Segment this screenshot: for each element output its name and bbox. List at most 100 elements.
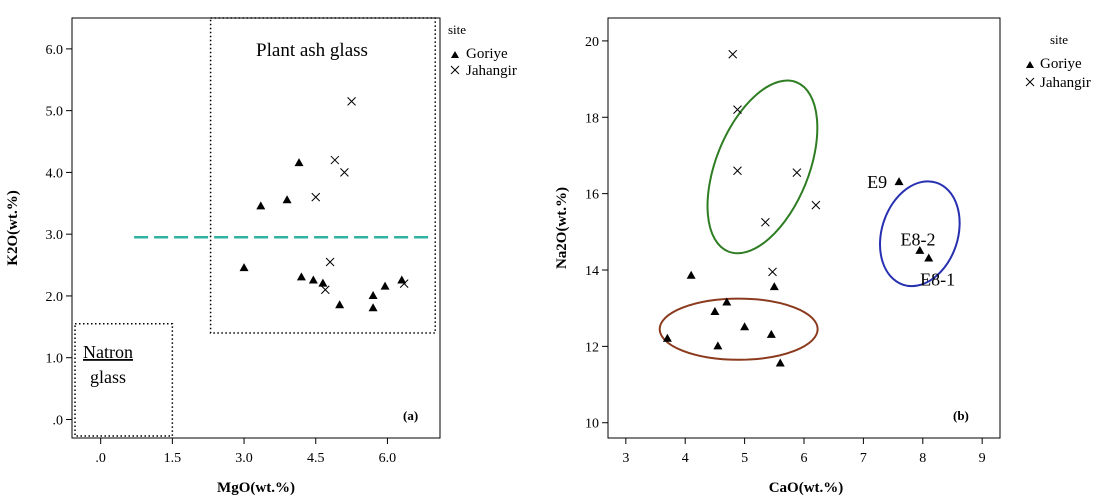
point-b-0-8 [775,358,785,367]
point-a-0-0 [239,263,249,272]
x-tick-label-b-2: 5 [741,451,748,466]
y-tick-label-a-5: 5.0 [46,105,64,120]
legend-entry-jahangir-a: Jahangir [466,63,517,79]
y-tick-label-b-4: 18 [585,111,599,126]
x-tick-label-b-6: 9 [979,451,986,466]
point-b-1-1 [733,105,742,114]
x-tick-label-a-1: 1.5 [164,451,182,466]
legend-entry-jahangir-b: Jahangir [1040,75,1091,91]
y-tick-label-a-4: 4.0 [46,166,64,181]
point-a-0-11 [397,275,407,284]
point-b-1-3 [761,217,770,227]
point-b-0-6 [766,329,776,338]
y-tick-label-a-2: 2.0 [46,290,64,305]
point-b-0-0 [662,333,672,342]
group-ellipse-b-1 [658,297,819,361]
legend-a: site Goriye Jahangir [448,22,517,79]
panel-label-b: (b) [953,408,969,423]
plot-frame-a [71,17,441,439]
legend-marker-goriye-a [451,51,459,58]
point-b-0-3 [713,341,723,350]
point-a-0-3 [294,158,304,167]
y-tick-label-b-3: 16 [585,188,599,203]
point-a-1-0 [311,192,321,202]
point-a-1-4 [340,168,349,177]
legend-title-b: site [1050,32,1068,47]
point-b-0-7 [769,282,779,291]
y-tick-label-a-6: 6.0 [46,43,64,58]
point-b-0-10 [915,245,925,254]
y-tick-label-b-2: 14 [585,264,599,279]
point-a-0-6 [318,278,328,287]
y-tick-label-a-3: 3.0 [46,228,64,243]
x-tick-label-a-4: 6.0 [379,451,397,466]
region-label-natron-line2: glass [90,367,126,387]
y-axis-ticks-b: 10 12 14 16 18 20 [585,35,608,432]
x-tick-label-a-2: 3.0 [235,451,253,466]
point-labels-b: E9 E8-2 E8-1 [867,172,955,289]
chart-panel-a: .0 1.5 3.0 4.5 6.0 .0 1.0 2.0 3.0 4.0 5.0 6.0 Plan… [5,17,517,496]
point-a-1-6 [399,279,409,288]
regions-a [74,17,436,437]
point-a-0-8 [368,290,378,299]
x-tick-label-a-0: .0 [95,451,106,466]
point-a-0-7 [335,300,345,309]
y-axis-label-a: K2O(wt.%) [5,190,21,265]
point-b-1-5 [792,168,802,177]
x-axis-ticks-b: 3 4 5 6 7 8 9 [622,438,986,466]
group-ellipse-b-2 [879,180,961,288]
x-tick-label-b-3: 6 [801,451,808,466]
point-b-1-6 [811,200,821,210]
point-label-b-0: E9 [867,172,887,192]
group-ellipses-b [658,79,961,361]
group-ellipse-b-0 [706,79,819,255]
point-a-1-1 [325,257,335,267]
point-b-1-2 [733,166,742,176]
y-tick-label-a-1: 1.0 [46,352,64,367]
x-tick-label-a-3: 4.5 [307,451,325,466]
point-a-0-10 [380,281,390,290]
point-b-0-11 [924,253,934,262]
point-label-b-2: E8-1 [920,270,955,290]
x-tick-label-b-0: 3 [622,451,629,466]
x-tick-label-b-1: 4 [682,451,689,466]
plot-frame-b [607,17,1001,439]
point-a-1-5 [347,97,356,106]
y-axis-label-b: Na2O(wt.%) [554,187,570,269]
point-label-b-1: E8-2 [901,229,936,249]
data-points-a [239,97,409,312]
point-a-1-2 [320,285,330,295]
region-label-natron-line1: Natron [83,342,133,362]
x-axis-label-a: MgO(wt.%) [217,480,295,496]
point-b-0-9 [894,177,904,186]
point-a-0-4 [296,272,306,281]
y-tick-label-a-0: .0 [53,413,64,428]
point-b-0-1 [686,270,696,279]
legend-b: site Goriye Jahangir [1025,32,1091,91]
point-a-0-5 [308,275,318,284]
legend-marker-jahangir-a [450,65,460,75]
point-b-0-4 [722,297,732,306]
chart-panel-b: 3 4 5 6 7 8 9 10 12 14 16 18 20 E9 E8-2 E8-1 (b) CaO(… [554,17,1091,496]
point-b-1-0 [728,49,738,59]
point-a-0-1 [256,201,266,210]
y-axis-ticks-a: .0 1.0 2.0 3.0 4.0 5.0 6.0 [46,43,72,428]
data-points-b [662,49,934,367]
panel-label-a: (a) [403,408,418,423]
region-label-plant-ash: Plant ash glass [256,40,368,61]
legend-marker-goriye-b [1026,61,1034,68]
legend-marker-jahangir-b [1025,77,1035,87]
region-box-a-1 [74,322,174,437]
point-b-0-5 [740,322,750,331]
x-axis-ticks-a: .0 1.5 3.0 4.5 6.0 [95,438,396,466]
point-a-0-2 [282,195,292,204]
y-tick-label-b-5: 20 [585,35,599,50]
region-box-a-0 [209,17,436,334]
x-axis-label-b: CaO(wt.%) [769,480,844,496]
x-tick-label-b-5: 8 [919,451,926,466]
y-tick-label-b-0: 10 [585,417,599,432]
legend-title-a: site [448,22,466,37]
point-a-1-3 [330,155,340,165]
point-b-1-4 [768,267,777,277]
